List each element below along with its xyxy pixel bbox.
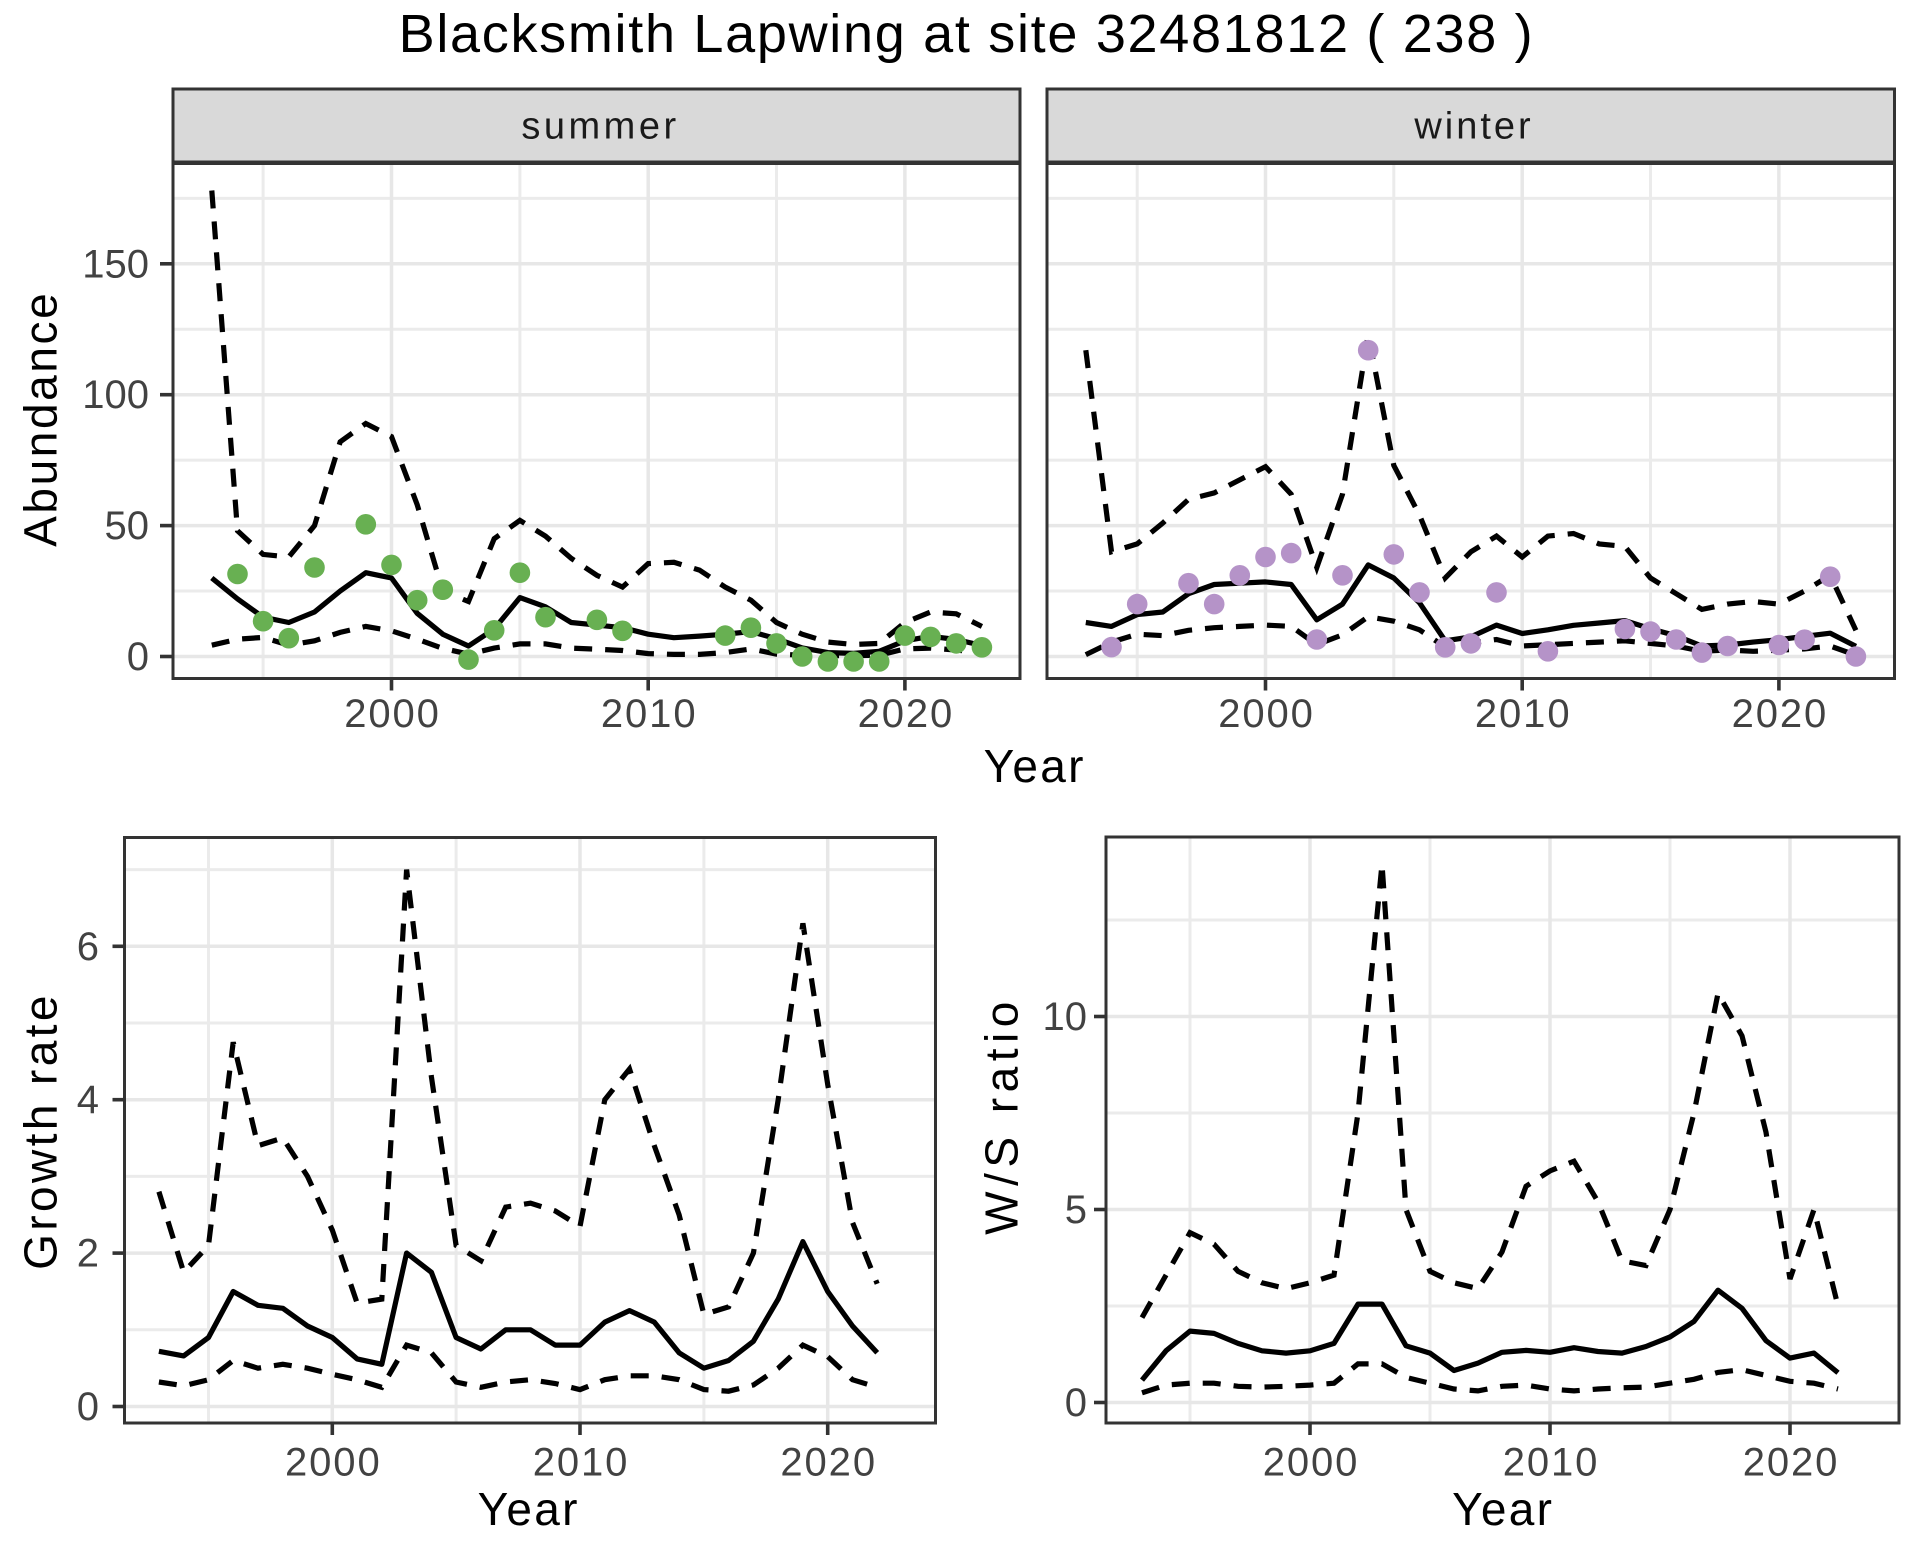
svg-text:10: 10	[1043, 995, 1088, 1039]
svg-text:2010: 2010	[1475, 692, 1572, 736]
svg-text:6: 6	[77, 925, 99, 969]
svg-text:2010: 2010	[533, 1441, 630, 1485]
svg-text:2000: 2000	[1263, 1441, 1360, 1485]
svg-text:5: 5	[1065, 1188, 1087, 1232]
svg-text:2020: 2020	[858, 692, 955, 736]
svg-text:2000: 2000	[1218, 692, 1315, 736]
svg-text:2020: 2020	[780, 1441, 877, 1485]
svg-text:2010: 2010	[601, 692, 698, 736]
svg-text:50: 50	[105, 504, 150, 548]
svg-text:summer: summer	[521, 106, 679, 148]
svg-text:2010: 2010	[1503, 1441, 1600, 1485]
svg-text:2: 2	[77, 1232, 99, 1276]
svg-text:0: 0	[127, 635, 149, 679]
svg-text:winter: winter	[1413, 106, 1533, 148]
svg-text:Growth rate: Growth rate	[15, 992, 67, 1270]
svg-text:100: 100	[82, 373, 149, 417]
svg-text:2000: 2000	[285, 1441, 382, 1485]
svg-text:Abundance: Abundance	[15, 291, 67, 547]
svg-text:2000: 2000	[344, 692, 441, 736]
svg-text:0: 0	[77, 1385, 99, 1429]
svg-text:Year: Year	[478, 1483, 580, 1535]
svg-text:Blacksmith Lapwing at site 324: Blacksmith Lapwing at site 32481812 ( 23…	[399, 4, 1535, 64]
svg-text:2020: 2020	[1732, 692, 1829, 736]
svg-text:150: 150	[82, 242, 149, 286]
svg-text:Year: Year	[1452, 1483, 1554, 1535]
svg-text:2020: 2020	[1743, 1441, 1840, 1485]
svg-text:Year: Year	[984, 740, 1086, 792]
svg-text:0: 0	[1065, 1381, 1087, 1425]
svg-text:W/S ratio: W/S ratio	[976, 996, 1028, 1235]
svg-text:4: 4	[77, 1078, 99, 1122]
